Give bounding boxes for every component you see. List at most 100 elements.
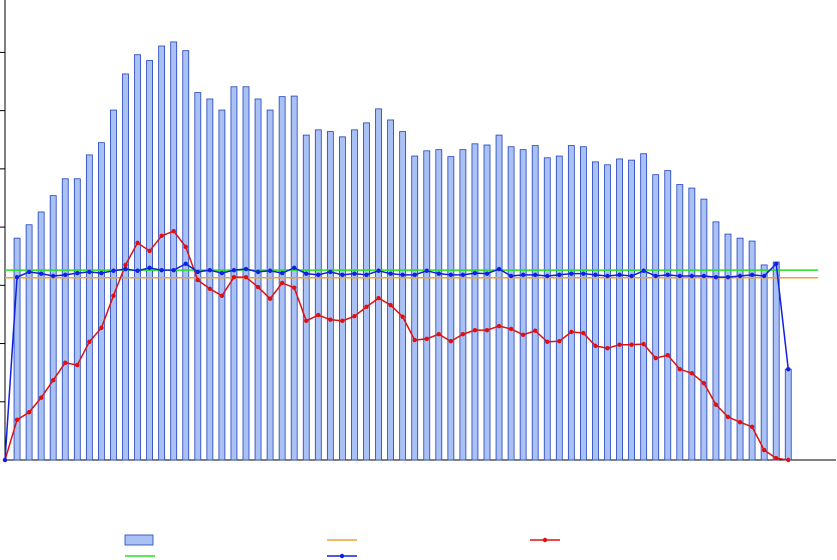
point <box>725 414 731 420</box>
point <box>774 261 779 266</box>
point <box>388 302 393 308</box>
point <box>665 272 670 278</box>
point <box>472 270 478 276</box>
bar <box>676 184 684 461</box>
point <box>87 339 92 344</box>
point <box>448 272 454 278</box>
bar <box>507 146 515 461</box>
point <box>279 270 285 276</box>
bar <box>483 144 491 461</box>
point <box>605 346 610 351</box>
point <box>2 457 8 463</box>
point <box>340 318 345 324</box>
point <box>219 293 225 298</box>
point <box>725 274 731 280</box>
point <box>557 272 562 278</box>
point <box>774 456 779 461</box>
bar <box>266 109 274 461</box>
bar <box>146 60 154 461</box>
bar <box>73 178 81 461</box>
bar <box>411 155 419 461</box>
bar <box>61 178 69 461</box>
point <box>412 337 417 343</box>
bar <box>387 119 395 461</box>
point <box>496 266 502 272</box>
bar <box>616 158 623 461</box>
bar <box>13 237 21 461</box>
point <box>388 271 393 276</box>
point <box>436 332 441 337</box>
point <box>557 339 562 344</box>
point <box>412 272 417 278</box>
point <box>75 270 80 276</box>
point <box>569 329 574 335</box>
bar <box>375 108 382 461</box>
point <box>340 272 345 278</box>
bar <box>423 150 431 461</box>
point <box>641 341 646 347</box>
point <box>376 295 381 301</box>
bar <box>604 164 611 461</box>
point <box>14 274 20 280</box>
bar <box>326 131 334 461</box>
point <box>111 268 116 273</box>
point <box>292 265 297 271</box>
point <box>677 366 682 372</box>
point <box>460 272 466 278</box>
point <box>701 273 707 279</box>
point <box>701 380 707 386</box>
point <box>629 342 634 347</box>
point <box>99 270 104 276</box>
bar <box>399 131 407 461</box>
point <box>761 447 767 453</box>
bar <box>85 154 93 461</box>
point <box>171 228 176 234</box>
bar <box>182 50 190 461</box>
point <box>617 272 622 278</box>
point <box>147 265 152 271</box>
point <box>316 272 321 278</box>
point <box>605 273 610 279</box>
point <box>147 248 152 254</box>
point <box>243 274 249 280</box>
bar <box>435 149 443 461</box>
bar <box>580 146 587 461</box>
bar <box>760 264 768 461</box>
bar <box>519 149 527 461</box>
point <box>520 332 526 338</box>
bar <box>158 45 166 461</box>
point <box>448 339 454 344</box>
point <box>87 269 92 275</box>
bar <box>37 211 45 461</box>
point <box>581 330 586 336</box>
point <box>231 267 237 273</box>
bar <box>230 86 238 461</box>
point <box>581 271 586 276</box>
bar <box>194 92 202 461</box>
point <box>786 366 791 372</box>
point <box>63 272 68 278</box>
point <box>713 402 719 407</box>
point <box>328 269 333 275</box>
point <box>219 270 225 276</box>
point <box>376 268 381 273</box>
point <box>761 273 767 279</box>
point <box>267 268 273 273</box>
point <box>255 284 261 290</box>
point <box>400 314 405 319</box>
point <box>14 417 20 423</box>
point <box>424 268 429 273</box>
point <box>352 271 357 276</box>
bar <box>302 134 310 461</box>
point <box>304 271 309 276</box>
point <box>364 304 369 310</box>
point <box>135 240 140 246</box>
point <box>195 277 200 283</box>
bar <box>772 261 780 461</box>
point <box>364 272 369 278</box>
point <box>243 266 249 272</box>
point <box>195 269 200 275</box>
point <box>51 378 56 383</box>
point <box>183 244 188 250</box>
